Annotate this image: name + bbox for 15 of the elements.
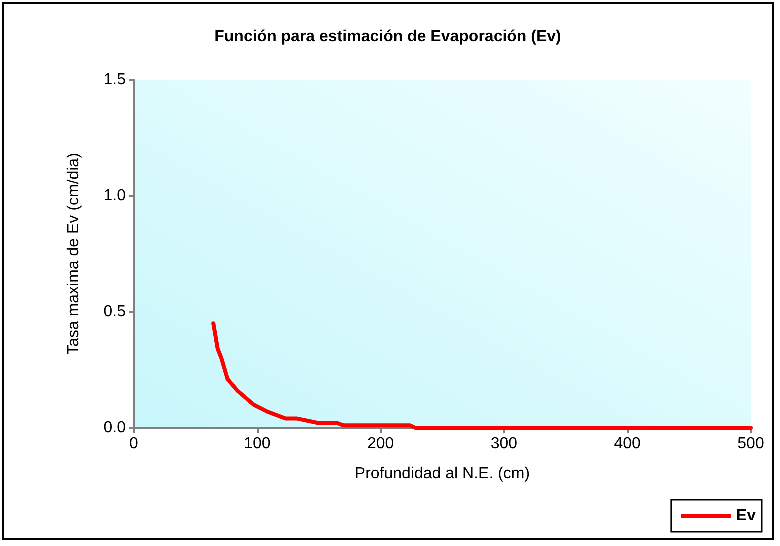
y-tick-label: 1.5: [104, 72, 126, 88]
y-axis-title: Tasa maxima de Ev (cm/dia): [66, 153, 82, 355]
y-tick-label: 0.5: [104, 304, 126, 320]
y-tick-label: 1.0: [104, 188, 126, 204]
x-axis-title: Profundidad al N.E. (cm): [354, 466, 530, 482]
line-series: [212, 322, 753, 430]
x-tick-label: 500: [738, 436, 764, 452]
x-tick-label: 100: [244, 436, 271, 452]
x-tick-label: 300: [490, 436, 518, 452]
x-tick-label: 400: [614, 436, 642, 452]
chart-title: Función para estimación de Evaporación (Ev): [214, 28, 562, 46]
legend-label: Ev: [736, 508, 756, 524]
x-tick-label: 0: [130, 436, 139, 452]
y-tick-label: 0.0: [104, 420, 126, 436]
x-tick-label: 200: [367, 436, 394, 452]
